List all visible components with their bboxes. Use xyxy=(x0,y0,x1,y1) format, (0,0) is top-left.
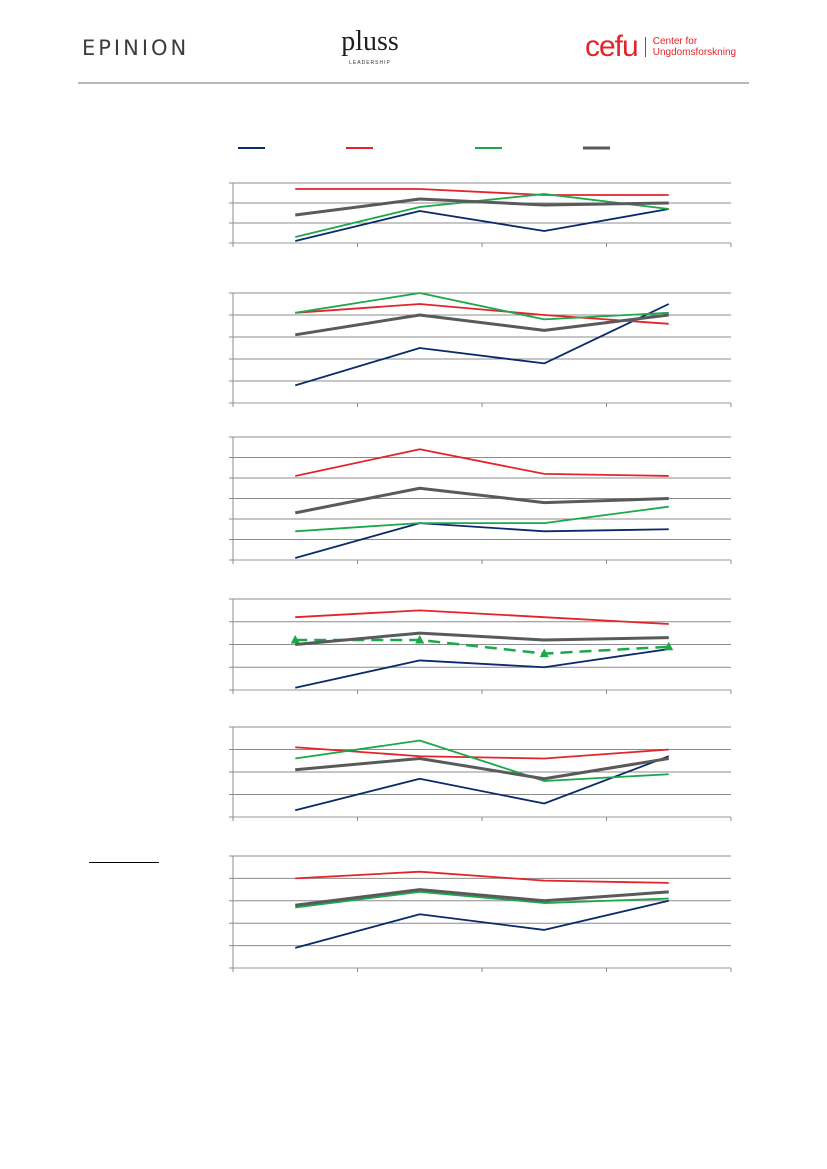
series-line-gray xyxy=(295,197,669,217)
data-point-marker xyxy=(290,634,300,644)
data-point-marker xyxy=(539,648,549,658)
cefu-logo-divider xyxy=(644,37,646,57)
series-line-gray xyxy=(295,631,669,646)
chart-panel-3 xyxy=(229,436,732,564)
cefu-logo-line-2: Ungdomsforskning xyxy=(652,47,737,58)
data-point-marker xyxy=(415,634,425,644)
series-line-red xyxy=(295,303,669,325)
chart-panel-5 xyxy=(229,726,732,821)
cefu-logo-mark: cefu xyxy=(585,30,639,63)
epinion-logo-text: EPINION xyxy=(82,36,190,60)
series-line-navy xyxy=(295,899,669,949)
chart-panel-4 xyxy=(229,598,732,694)
series-line-green xyxy=(295,739,669,782)
series-line-green xyxy=(295,505,669,533)
series-line-green xyxy=(295,638,669,655)
series-line-navy xyxy=(295,755,670,812)
series-line-navy xyxy=(295,208,669,242)
series-line-gray xyxy=(295,313,669,337)
pluss-leadership-logo: pluss LEADERSHIP xyxy=(330,26,410,67)
series-line-navy xyxy=(295,522,669,559)
header-divider xyxy=(78,82,749,84)
series-line-gray xyxy=(295,757,669,781)
cefu-logo: cefu Center for Ungdomsforskning xyxy=(585,30,736,64)
series-line-red xyxy=(295,188,669,196)
series-line-gray xyxy=(295,888,669,907)
side-label-underline xyxy=(89,862,159,863)
series-line-navy xyxy=(295,648,669,689)
chart-panel-2 xyxy=(229,292,732,407)
series-line-red xyxy=(295,609,669,625)
epinion-logo: EPINION xyxy=(82,36,189,60)
cefu-logo-line-1: Center for xyxy=(652,36,698,47)
series-line-red xyxy=(295,448,669,477)
series-line-green xyxy=(295,292,669,321)
data-point-marker xyxy=(664,641,674,651)
series-line-red xyxy=(295,746,669,760)
series-line-navy xyxy=(294,303,670,387)
cefu-logo-text: Center for Ungdomsforskning xyxy=(653,36,736,58)
series-line-green xyxy=(295,193,669,238)
series-line-red xyxy=(295,870,669,884)
series-line-gray xyxy=(294,486,669,515)
chart-legend xyxy=(238,146,610,150)
series-line-green xyxy=(295,890,669,909)
pluss-logo-subtext: LEADERSHIP xyxy=(349,60,391,66)
pluss-logo-text: pluss xyxy=(341,26,399,57)
chart-panel-6 xyxy=(229,855,732,972)
chart-panel-1 xyxy=(229,182,732,247)
